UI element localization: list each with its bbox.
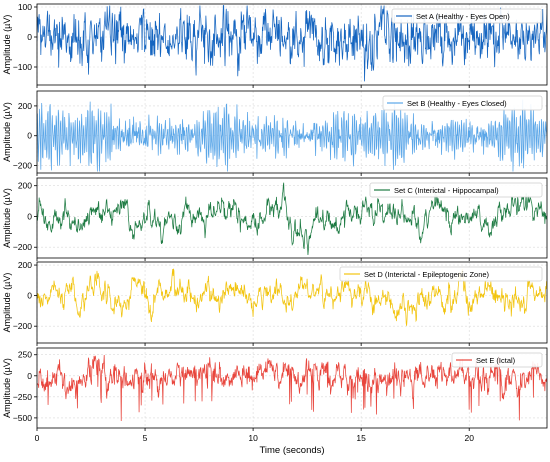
y-tick-label: −250 [13,392,32,402]
legend-label: Set D (Interictal - Epileptogenic Zone) [364,270,490,279]
legend-box [369,182,543,198]
legend: Set E (Ictal) [451,352,543,368]
panel-frame [36,347,548,429]
legend-box [339,266,543,282]
legend: Set A (Healthy - Eyes Open) [391,8,543,24]
x-tick-label: 10 [248,433,258,443]
y-tick-label: −500 [13,413,32,423]
x-tick-label: 0 [35,433,40,443]
y-tick-label: −100 [13,62,32,72]
legend-label: Set E (Ictal) [476,356,516,365]
y-axis-label: Amplitude (µV) [2,102,12,162]
y-tick-label: 0 [27,291,32,301]
y-tick-label: 200 [18,101,32,111]
y-tick-label: 0 [27,211,32,221]
y-tick-label: 0 [27,131,32,141]
legend-box [382,95,543,111]
y-tick-label: 100 [18,2,32,12]
x-tick-label: 20 [464,433,474,443]
y-axis-label: Amplitude (µV) [2,358,12,418]
x-tick-label: 15 [356,433,366,443]
series-line [37,354,547,422]
x-tick-label: 5 [143,433,148,443]
legend: Set D (Interictal - Epileptogenic Zone) [339,266,543,282]
legend-box [451,352,543,368]
y-tick-label: 200 [18,181,32,191]
series-line [37,182,547,255]
y-axis-label: Amplitude (µV) [2,273,12,333]
legend-label: Set A (Healthy - Eyes Open) [416,12,510,21]
legend-box [391,8,543,24]
series-line [37,99,547,172]
legend: Set B (Healthy - Eyes Closed) [382,95,543,111]
y-tick-label: 0 [27,32,32,42]
panel-frame [36,90,548,174]
y-tick-label: 200 [18,260,32,270]
panel-frame [36,3,548,86]
legend-label: Set C (Interictal - Hippocampal) [394,186,499,195]
series-line [37,5,547,82]
y-axis-label: Amplitude (µV) [2,188,12,248]
y-tick-label: 250 [18,350,32,360]
y-tick-label: −200 [13,161,32,171]
panel-frame [36,261,548,344]
y-tick-label: −200 [13,242,32,252]
legend: Set C (Interictal - Hippocampal) [369,182,543,198]
y-axis-label: Amplitude (µV) [2,15,12,75]
y-tick-label: −200 [13,321,32,331]
legend-label: Set B (Healthy - Eyes Closed) [407,99,507,108]
y-tick-label: 0 [27,371,32,381]
panel-frame [36,177,548,259]
x-axis-label: Time (seconds) [259,445,324,456]
